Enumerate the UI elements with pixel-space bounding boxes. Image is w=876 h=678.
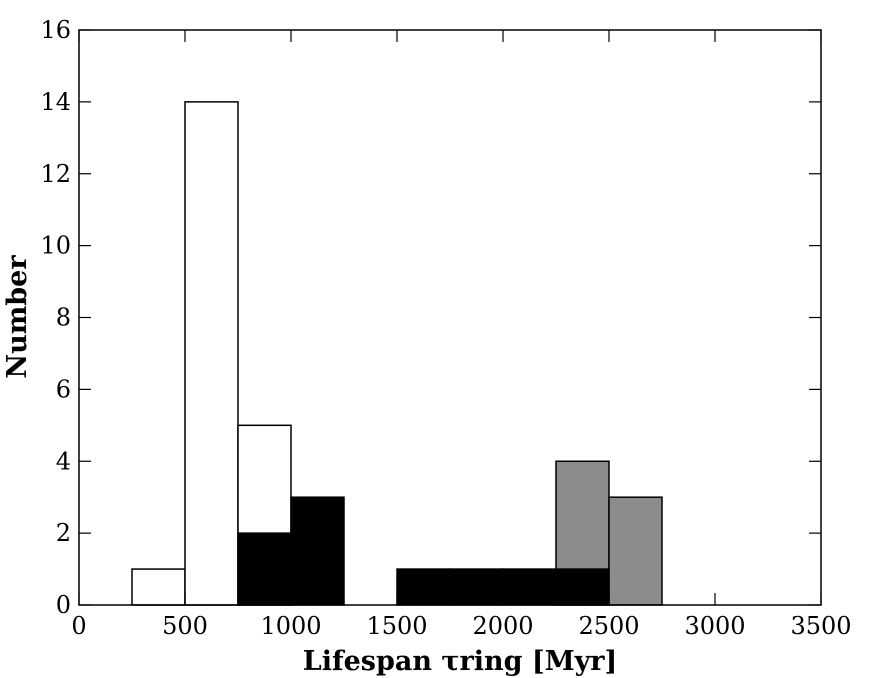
- bar: [502, 568, 557, 606]
- y-tick-label: 0: [56, 591, 71, 619]
- x-axis-label: Lifespan τring [Myr]: [303, 646, 618, 677]
- bar: [184, 101, 239, 606]
- x-tick-label: 1500: [366, 612, 427, 640]
- x-tick-label: 2000: [472, 612, 533, 640]
- x-tick-label: 500: [162, 612, 208, 640]
- y-tick-label: 10: [40, 232, 71, 260]
- bar: [131, 568, 186, 606]
- bar: [237, 532, 292, 606]
- bar: [290, 496, 345, 606]
- y-tick-label: 8: [56, 304, 71, 332]
- y-tick-label: 4: [56, 447, 71, 475]
- x-tick-label: 2500: [578, 612, 639, 640]
- x-tick-label: 1000: [260, 612, 321, 640]
- y-tick-label: 16: [40, 16, 71, 44]
- bar: [555, 568, 610, 606]
- y-tick-label: 12: [40, 160, 71, 188]
- x-tick-label: 3500: [790, 612, 851, 640]
- bar: [396, 568, 451, 606]
- bar: [449, 568, 504, 606]
- x-tick-label: 3000: [684, 612, 745, 640]
- y-tick-label: 14: [40, 88, 71, 116]
- plot-area: [131, 101, 663, 606]
- y-axis-label: Number: [2, 255, 33, 379]
- y-tick-label: 2: [56, 519, 71, 547]
- bar: [608, 496, 663, 606]
- y-tick-label: 6: [56, 375, 71, 403]
- x-tick-label: 0: [71, 612, 86, 640]
